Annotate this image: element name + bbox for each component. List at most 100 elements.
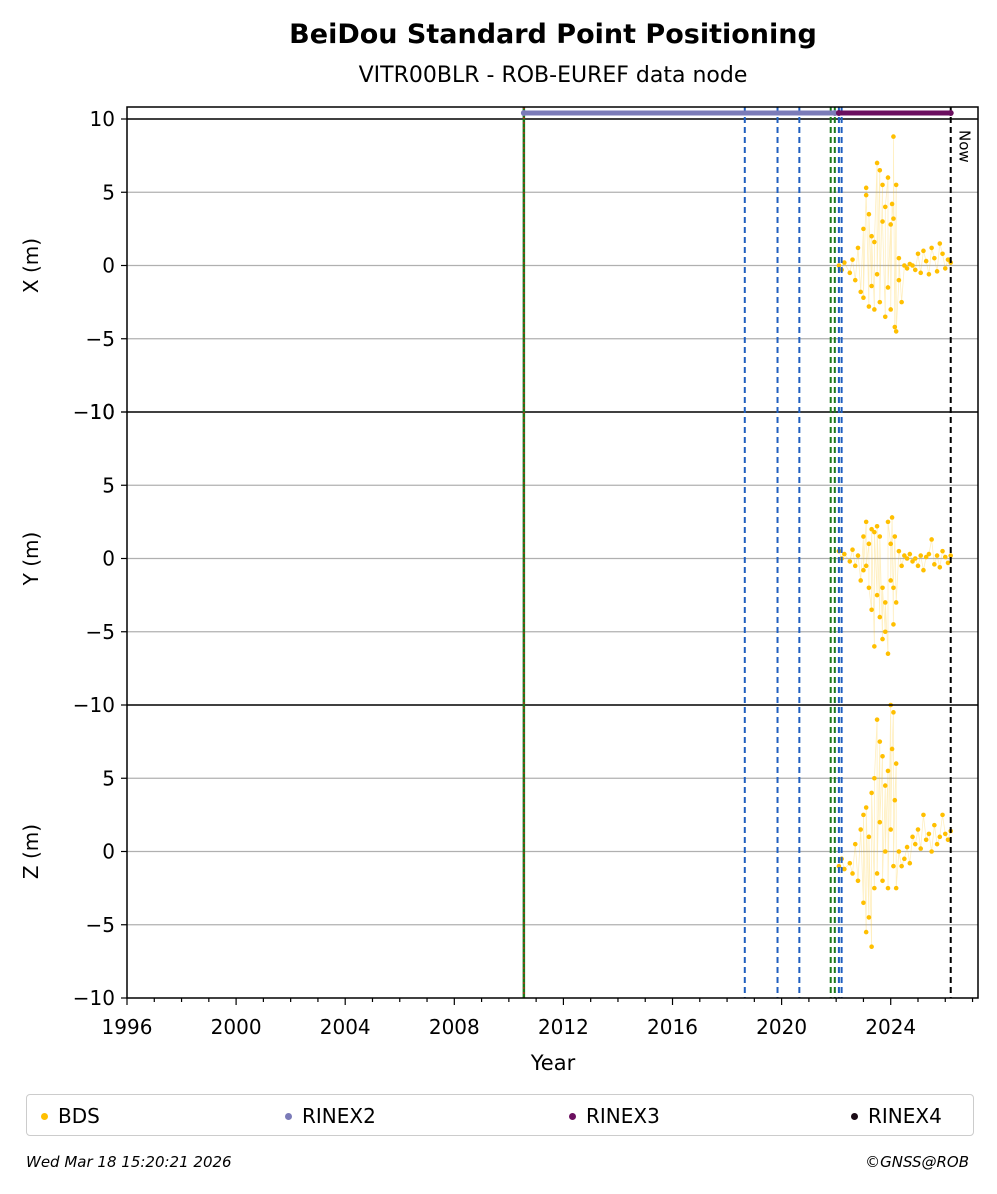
legend-item-rinex3: RINEX3: [569, 1103, 660, 1129]
data-point: [877, 614, 883, 620]
data-point: [907, 860, 913, 866]
legend-marker-icon: [851, 1112, 858, 1120]
rinex-bar-end: [947, 110, 954, 116]
data-point: [861, 812, 866, 818]
data-point: [929, 537, 934, 542]
x-tick-label: 2016: [647, 1015, 698, 1039]
data-point: [888, 541, 894, 547]
data-point: [891, 585, 896, 591]
data-point: [940, 548, 945, 554]
data-point: [880, 753, 885, 759]
data-point: [847, 270, 853, 276]
data-point: [877, 819, 883, 825]
data-point: [892, 534, 898, 539]
data-point: [852, 277, 858, 283]
data-point: [904, 266, 910, 271]
legend-label: RINEX2: [302, 1104, 376, 1128]
legend-label: RINEX3: [586, 1104, 660, 1128]
data-point: [869, 790, 874, 796]
y-tick-label: 5: [102, 766, 115, 790]
data-point: [874, 160, 880, 166]
data-point: [896, 255, 902, 261]
data-point: [891, 216, 896, 221]
data-point: [945, 257, 951, 262]
data-point: [896, 277, 902, 283]
data-point: [902, 553, 907, 558]
y-tick-label: 0: [102, 840, 115, 864]
data-point: [926, 271, 932, 277]
x-axis-label: Year: [530, 1051, 576, 1075]
data-point: [836, 863, 842, 869]
data-point: [877, 167, 883, 173]
data-point: [888, 827, 894, 832]
data-point: [940, 251, 945, 257]
data-point: [866, 834, 872, 840]
data-point: [874, 871, 880, 876]
data-point: [889, 201, 895, 207]
data-point: [915, 563, 921, 569]
data-point: [893, 182, 899, 188]
data-point: [850, 257, 855, 262]
data-point: [861, 295, 866, 301]
data-point: [836, 263, 842, 268]
data-point: [899, 563, 904, 569]
data-point: [855, 245, 861, 251]
data-point: [882, 204, 888, 210]
data-point: [910, 559, 915, 564]
data-point: [874, 523, 880, 529]
data-point: [907, 551, 913, 557]
data-point: [918, 553, 924, 558]
data-point: [932, 255, 937, 261]
data-point: [866, 211, 872, 217]
series-trace: [838, 136, 951, 332]
data-point: [850, 547, 855, 553]
data-point: [915, 251, 921, 257]
chart-title: BeiDou Standard Point Positioning: [289, 19, 817, 50]
legend-item-rinex2: RINEX2: [285, 1103, 376, 1129]
data-point: [945, 560, 951, 566]
data-point: [858, 289, 864, 295]
data-point: [885, 885, 891, 891]
data-point: [861, 567, 866, 573]
data-point: [880, 219, 885, 224]
data-point: [842, 551, 847, 557]
data-point: [869, 283, 874, 289]
data-point: [847, 559, 853, 564]
legend-marker-icon: [41, 1112, 48, 1120]
data-point: [852, 841, 858, 847]
data-point: [926, 831, 932, 837]
data-point: [937, 834, 943, 840]
data-point: [869, 607, 874, 613]
data-point: [932, 562, 937, 567]
chart-canvas: BeiDou Standard Point Positioning VITR00…: [19, 19, 979, 1075]
x-tick-label: 2024: [865, 1015, 916, 1039]
data-point: [945, 837, 951, 843]
data-point: [861, 900, 866, 906]
data-point: [842, 260, 847, 265]
data-point: [921, 248, 926, 254]
data-point: [921, 567, 926, 573]
data-point: [885, 651, 891, 657]
y-tick-label: 0: [102, 254, 115, 278]
data-point: [877, 534, 883, 539]
data-point: [885, 285, 891, 290]
data-point: [893, 600, 899, 605]
data-point: [934, 553, 940, 558]
x-tick-label: 2004: [320, 1015, 371, 1039]
data-point: [921, 812, 926, 818]
data-point: [872, 775, 877, 781]
data-point: [934, 841, 940, 847]
series-trace: [838, 704, 952, 947]
data-point: [899, 863, 904, 869]
data-point: [880, 636, 885, 642]
data-point: [882, 314, 888, 320]
data-point: [891, 622, 896, 627]
plot-frame: [126, 106, 979, 999]
data-point: [882, 629, 888, 635]
data-point: [880, 878, 885, 884]
data-point: [882, 600, 888, 605]
rinex-bar-end: [520, 110, 527, 116]
data-point: [891, 710, 896, 715]
data-point: [893, 329, 899, 334]
data-point: [882, 783, 888, 788]
